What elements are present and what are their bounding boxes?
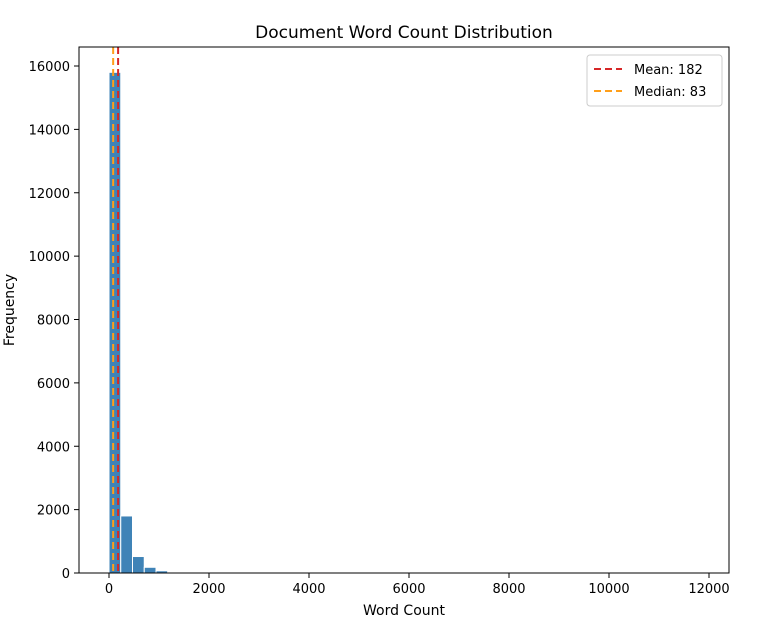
plot-area-frame: [78, 46, 730, 574]
y-tick-label: 14000: [29, 123, 70, 138]
legend-label: Median: 83: [634, 85, 706, 100]
x-tick-label: 6000: [392, 582, 425, 597]
y-tick-label: 10000: [29, 250, 70, 265]
y-tick-label: 0: [62, 567, 70, 582]
y-tick-label: 8000: [37, 314, 70, 329]
histogram-bar: [132, 556, 145, 574]
histogram-bar: [120, 515, 133, 574]
legend-label: Mean: 182: [634, 63, 703, 78]
y-tick-label: 6000: [37, 377, 70, 392]
x-tick-label: 8000: [492, 582, 525, 597]
histogram-bar: [143, 566, 157, 574]
x-tick-label: 0: [105, 582, 113, 597]
x-tick-label: 10000: [588, 582, 629, 597]
bars-group: [108, 71, 192, 574]
x-axis-label: Word Count: [363, 603, 446, 619]
x-tick-label: 4000: [292, 582, 325, 597]
y-tick-label: 12000: [29, 187, 70, 202]
y-tick-label: 16000: [29, 60, 70, 75]
legend: Mean: 182 Median: 83: [586, 54, 723, 107]
x-tick-label: 2000: [192, 582, 225, 597]
y-tick-label: 2000: [37, 504, 70, 519]
y-axis-ticks: 0 2000 4000 6000 8000 10000 12000 14000 16000: [29, 60, 79, 582]
y-axis-label: Frequency: [2, 274, 18, 346]
x-tick-label: 12000: [688, 582, 729, 597]
x-axis-ticks: 0 2000 4000 6000 8000 10000 12000: [105, 573, 730, 597]
chart-title: Document Word Count Distribution: [255, 23, 553, 43]
legend-box: [586, 54, 723, 107]
y-tick-label: 4000: [37, 440, 70, 455]
